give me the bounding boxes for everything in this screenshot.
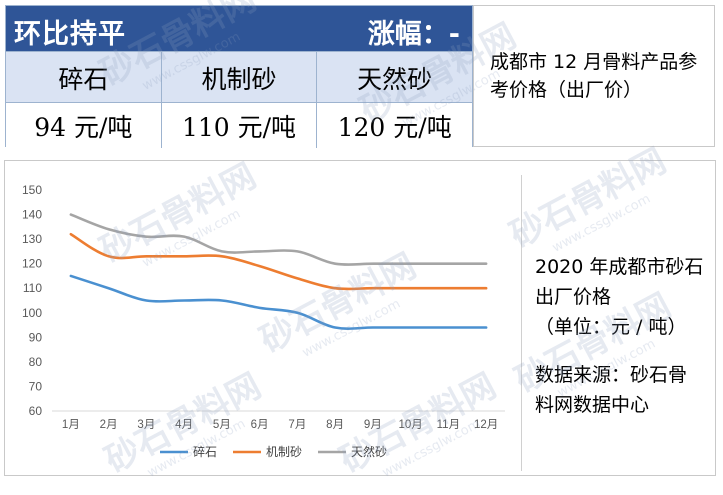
- change-label: 涨幅：-: [367, 19, 460, 50]
- reference-note-box: 成都市 12 月骨料产品参考价格（出厂价）: [473, 5, 715, 147]
- product-name-crushed-stone: 碎石: [58, 64, 109, 94]
- price-natural-sand: 120 元/吨: [316, 103, 472, 148]
- chart-legend: 碎石 机制砂 天然砂: [160, 444, 387, 459]
- x-tick-label: 2月: [100, 419, 118, 431]
- x-tick-label: 6月: [251, 419, 269, 431]
- chart-unit-note: （单位：元 / 吨）: [535, 316, 687, 338]
- table-header: 环比持平 涨幅：-: [6, 6, 472, 51]
- series-line-3: [69, 213, 488, 266]
- chart-description: 2020 年成都市砂石出厂价格 （单位：元 / 吨） 数据来源：砂石骨料网数据中…: [535, 252, 705, 420]
- y-tick-label: 70: [29, 379, 43, 393]
- x-tick-label: 3月: [137, 419, 155, 431]
- x-tick-label: 9月: [364, 419, 382, 431]
- y-tick-label: 150: [22, 183, 42, 197]
- x-tick-label: 4月: [175, 419, 193, 431]
- y-tick-label: 130: [22, 232, 42, 246]
- y-tick-label: 120: [22, 257, 42, 271]
- product-names-row: 碎石 机制砂 天然砂: [6, 51, 472, 103]
- y-tick-label: 100: [22, 306, 42, 320]
- legend-label: 碎石: [193, 444, 217, 459]
- product-name-natural-sand: 天然砂: [316, 52, 472, 103]
- y-tick-label: 80: [29, 355, 43, 369]
- product-name-manufactured-sand: 机制砂: [160, 52, 317, 103]
- chart-panel: [4, 160, 716, 476]
- data-source-note: 数据来源：砂石骨料网数据中心: [535, 364, 688, 416]
- y-tick-label: 110: [23, 281, 42, 295]
- y-tick-label: 90: [29, 330, 43, 344]
- line-chart: 60 70 80 90 100 110 120 130 140 150 1月 2月 3月 4月 5月 6月 7…: [22, 183, 505, 459]
- chart-title-note: 2020 年成都市砂石出厂价格: [535, 256, 704, 308]
- price-manufactured-sand: 110 元/吨: [160, 103, 317, 148]
- x-tick-label: 1月: [62, 419, 80, 431]
- series-line-1: [69, 274, 488, 330]
- y-axis-ticks: 60 70 80 90 100 110 120 130 140 150: [22, 183, 42, 418]
- y-tick-label: 60: [29, 404, 43, 418]
- legend-label: 天然砂: [351, 444, 387, 459]
- series-line-2: [69, 232, 488, 291]
- product-prices-row: 94 元/吨 110 元/吨 120 元/吨: [6, 102, 472, 148]
- chart-divider: [521, 175, 522, 471]
- price-table: 环比持平 涨幅：- 碎石 机制砂 天然砂 94 元/吨 110 元/吨 120 …: [5, 5, 473, 148]
- price-crushed-stone: 94 元/吨: [34, 112, 133, 142]
- x-tick-label: 12月: [474, 419, 498, 431]
- x-tick-label: 8月: [326, 419, 344, 431]
- x-axis-ticks: 1月 2月 3月 4月 5月 6月 7月 8月 9月 10月 11月 12月: [62, 419, 498, 431]
- trend-label: 环比持平: [14, 19, 126, 50]
- legend-label: 机制砂: [266, 445, 302, 459]
- x-tick-label: 10月: [398, 419, 422, 431]
- y-tick-label: 140: [22, 208, 42, 222]
- reference-note: 成都市 12 月骨料产品参考价格（出厂价）: [490, 51, 698, 101]
- x-tick-label: 11月: [437, 419, 460, 431]
- x-tick-label: 7月: [288, 419, 306, 431]
- series-lines: [69, 213, 488, 330]
- x-tick-label: 5月: [213, 419, 231, 431]
